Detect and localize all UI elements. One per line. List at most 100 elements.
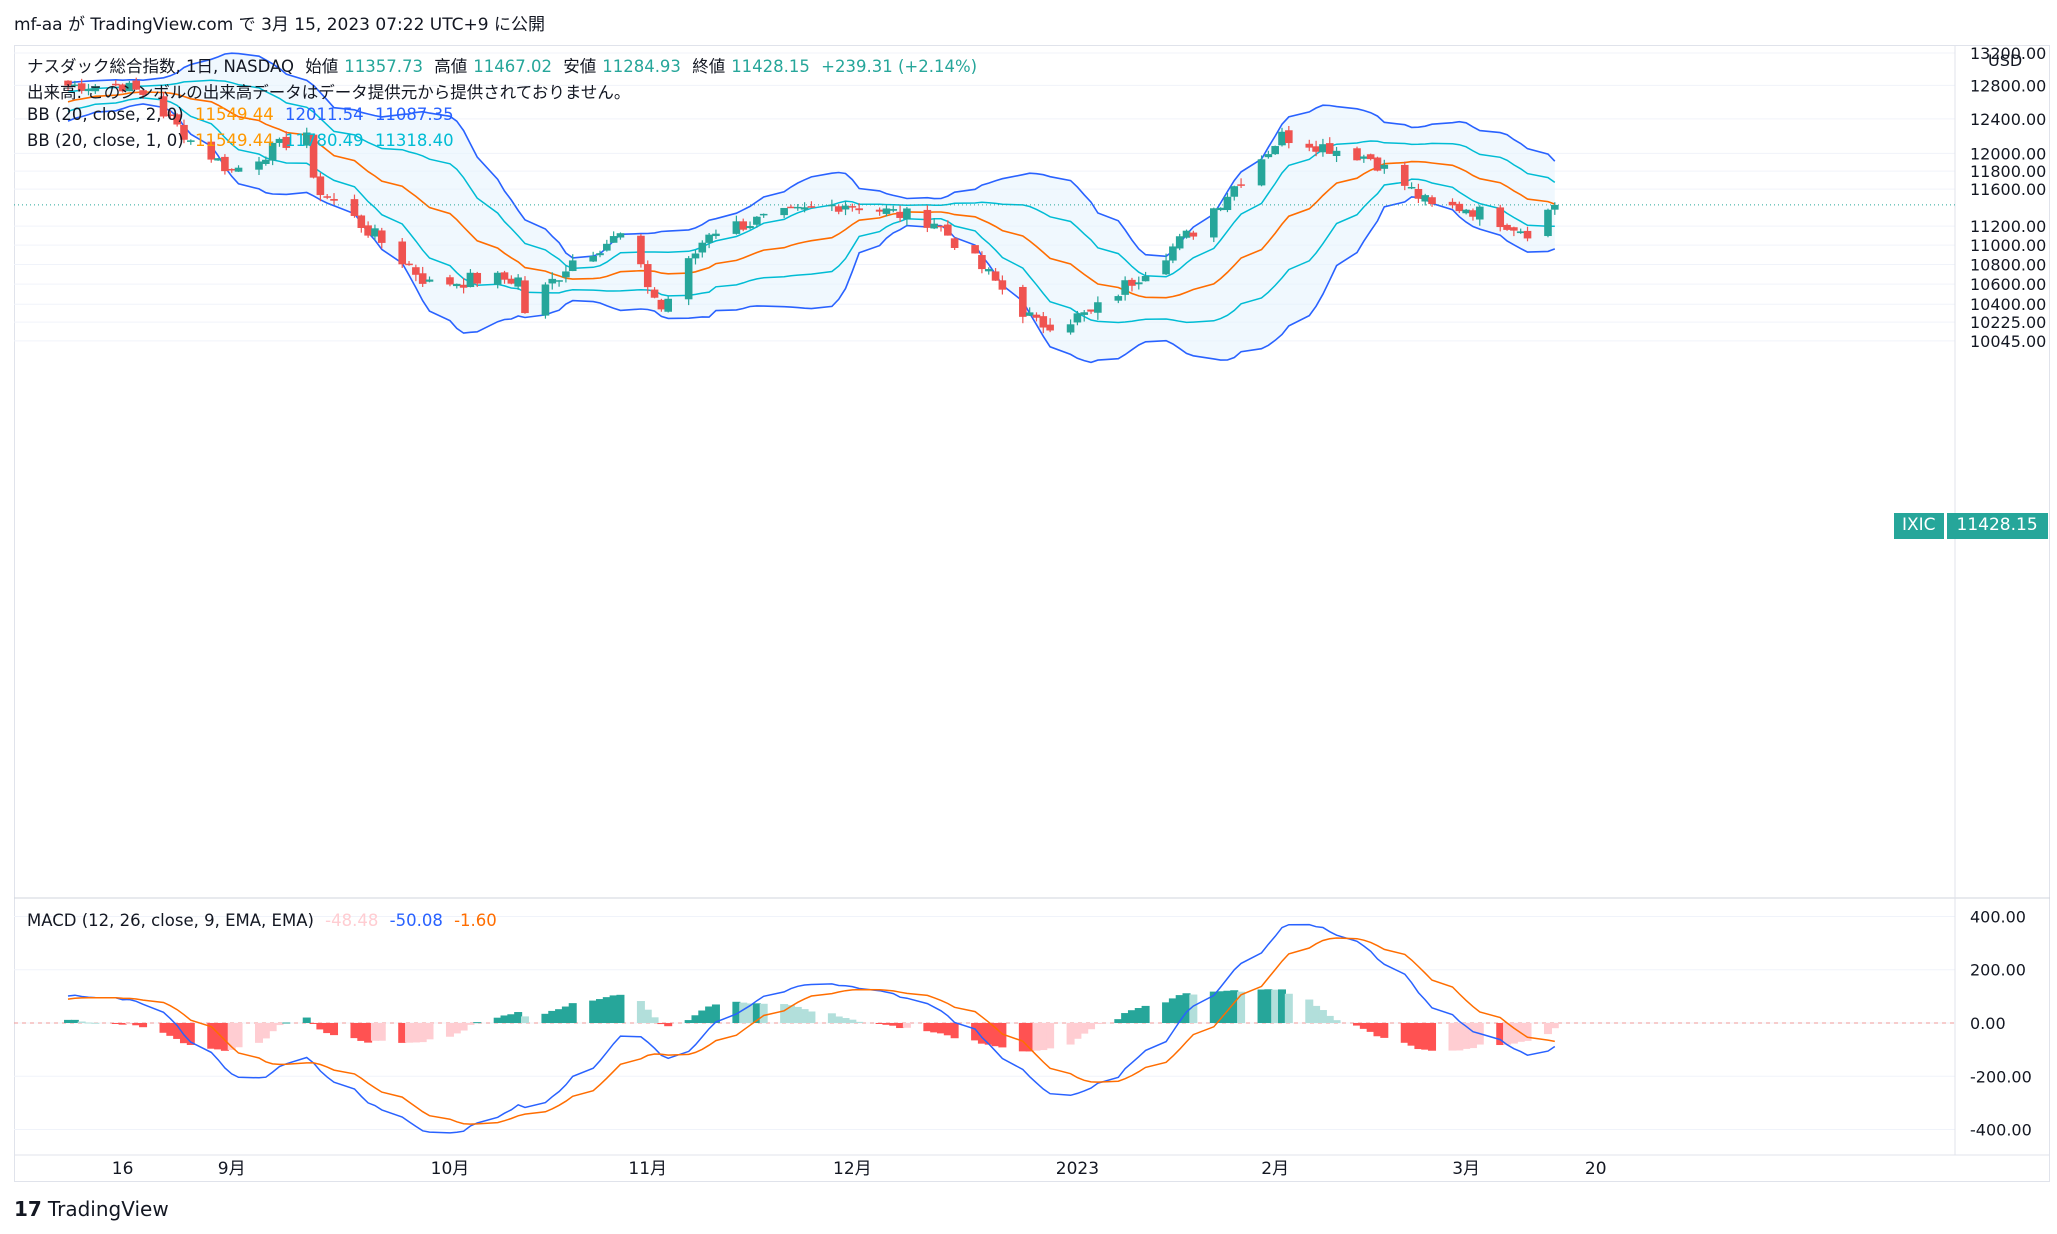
candle-body [1475,206,1484,220]
macd-histogram-bar [875,1023,884,1024]
price-tick-label: 12000.00 [1970,144,2046,163]
macd-histogram-bar [834,1016,843,1023]
candle-body [1175,236,1184,249]
macd-signal-line [67,937,1555,1125]
candle-body [1271,146,1279,155]
candle-body [139,90,147,95]
candle-body [459,284,468,288]
candle-body [221,156,229,172]
macd-histogram-bar [780,1004,789,1023]
price-tick-label: 12800.00 [1970,76,2046,95]
macd-histogram-bar [902,1023,911,1028]
time-tick-label: 11月 [628,1159,667,1179]
author-name[interactable]: mf-aa [14,15,63,35]
macd-histogram-bar [1066,1023,1075,1045]
candle-body [1428,197,1436,205]
macd-histogram-bar [1523,1023,1532,1041]
candle-body [1073,313,1082,323]
macd-histogram-bar [255,1023,263,1043]
legend-bb2[interactable]: BB (20, close, 2, 0) 11549.44 12011.54 1… [27,105,460,124]
legend-bb1[interactable]: BB (20, close, 1, 0) 11549.44 11780.49 1… [27,131,460,150]
candle-body [950,238,959,248]
candle-body [1516,231,1525,234]
candle-body [650,289,659,298]
time-tick-label: 12月 [833,1159,872,1179]
candle-body [1523,230,1532,239]
legend-macd[interactable]: MACD (12, 26, close, 9, EMA, EMA) -48.48… [27,911,503,930]
candle-body [1278,131,1286,146]
macd-histogram-bar [1312,1005,1321,1023]
candle-body [944,224,952,236]
macd-histogram-bar [207,1023,216,1049]
price-tick-label: 10800.00 [1970,255,2046,274]
macd-histogram-bar [1373,1023,1382,1037]
candle-body [507,278,516,284]
footer-brand[interactable]: 17 TradingView [14,1197,169,1221]
macd-histogram-bar [759,1003,768,1023]
candle-body [521,280,529,314]
macd-histogram-bar [1121,1013,1130,1023]
candle-body [971,245,979,254]
bb1-upper: 11780.49 [284,131,364,150]
macd-histogram-bar [159,1023,168,1033]
time-tick-label: 10月 [431,1159,470,1179]
macd-histogram-bar [1421,1023,1430,1050]
legend-symbol[interactable]: ナスダック総合指数, 1日, NASDAQ [27,57,294,76]
macd-histogram-bar [125,1023,134,1025]
macd-histogram-bar [1318,1010,1327,1023]
brand-name: TradingView [47,1197,169,1221]
macd-histogram-bar [507,1014,516,1023]
macd-histogram-bar [848,1019,857,1023]
price-tick-label: 13200.00 [1970,44,2046,63]
candle-body [91,86,100,92]
macd-histogram-bar [268,1023,277,1032]
candle-body [425,279,434,282]
candle-body [77,83,86,91]
macd-histogram-bar [275,1023,284,1026]
legend-close: 11428.15 [731,57,810,76]
macd-histogram-bar [691,1015,700,1023]
bb1-lower: 11318.40 [374,131,454,150]
candle-body [1230,186,1239,197]
macd-histogram-bar [425,1023,434,1040]
candle-body [828,204,836,207]
candle-body [302,132,311,146]
macd-histogram-bar [1189,994,1198,1023]
candle-body [1332,150,1341,156]
candle-body [691,253,700,259]
macd-histogram-bar [459,1023,468,1031]
macd-histogram-bar [1305,999,1314,1023]
macd-histogram-bar [350,1023,359,1039]
candle-body [514,277,522,287]
candle-body [227,168,236,171]
candle-body [780,207,788,216]
candle-body [1128,279,1136,286]
macd-histogram-bar [650,1017,659,1023]
candle-body [1400,164,1409,186]
macd-histogram-bar [1209,991,1218,1023]
candle-body [377,230,386,243]
candle-body [473,272,482,284]
candle-body [255,161,263,170]
macd-histogram-bar [698,1010,707,1023]
candle-body [800,207,809,210]
candle-body [807,206,816,208]
candle-body [1066,324,1075,333]
bb-upper-2sd-line [67,52,1556,259]
macd-histogram-bar [1141,1005,1150,1023]
macd-histogram-bar [1237,991,1246,1023]
macd-histogram-bar [636,1001,645,1023]
candle-body [207,141,216,160]
candle-body [1366,154,1375,160]
macd-line [67,923,1556,1134]
macd-histogram-bar [705,1006,714,1023]
macd-histogram-bar [364,1023,373,1043]
macd-histogram-bar [786,1005,795,1023]
macd-histogram-bar [1080,1023,1089,1034]
candle-body [1380,164,1389,169]
macd-histogram-bar [889,1023,898,1026]
candle-body [984,269,993,272]
macd-histogram-bar [1353,1023,1362,1026]
candle-body [84,89,93,92]
